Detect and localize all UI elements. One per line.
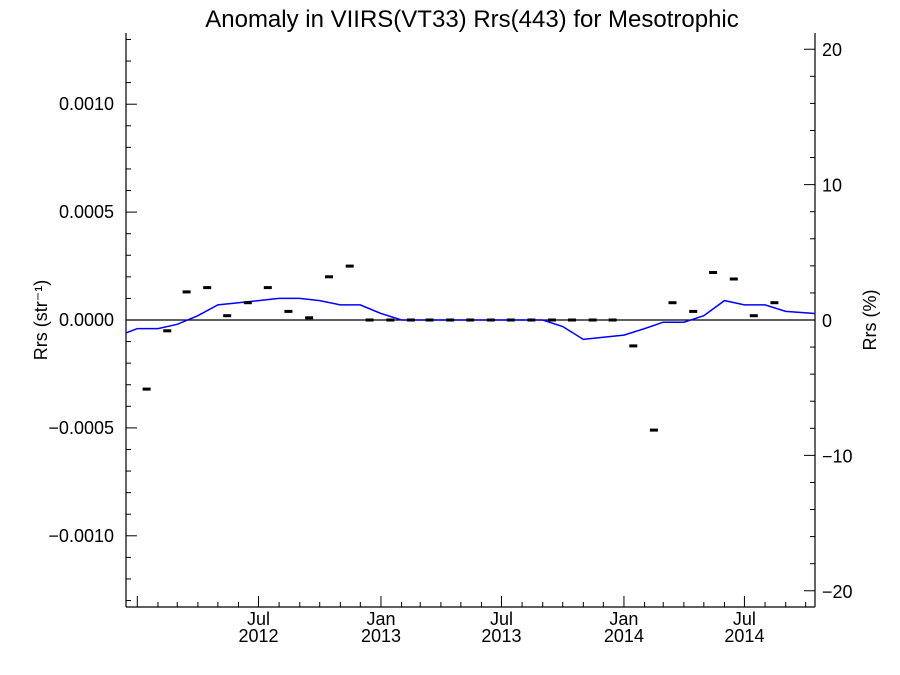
data-point (486, 318, 495, 322)
data-point (365, 318, 374, 322)
monthly-anomaly-points (142, 264, 779, 432)
data-point (142, 387, 151, 391)
data-point (770, 301, 779, 305)
data-point (446, 318, 455, 322)
trend-line (125, 297, 816, 341)
x-tick-label-month: Jul (247, 609, 270, 629)
data-point (163, 329, 172, 333)
x-tick-label-year: 2013 (481, 626, 521, 646)
data-point (668, 301, 677, 305)
data-point (223, 314, 232, 318)
data-point (425, 318, 434, 322)
chart-title: Anomaly in VIIRS(VT33) Rrs(443) for Meso… (205, 6, 739, 33)
data-point (243, 301, 252, 305)
data-point (345, 264, 354, 268)
y2-tick-label: −20 (822, 582, 853, 602)
data-point (325, 275, 333, 279)
data-point (386, 318, 395, 322)
y2-axis-label: Rrs (%) (860, 290, 880, 351)
x-tick-label-year: 2014 (724, 626, 764, 646)
y2-tick-label: −10 (822, 446, 853, 466)
y-tick-label: 0.0010 (59, 94, 114, 114)
data-point (527, 318, 536, 322)
x-tick-label-year: 2014 (604, 626, 644, 646)
data-point (506, 318, 515, 322)
x-tick-label-month: Jul (490, 609, 513, 629)
data-point (284, 309, 293, 313)
data-point (263, 286, 272, 290)
y-axis-label: Rrs (str⁻¹) (31, 280, 51, 360)
data-point (548, 318, 556, 322)
data-point (729, 277, 738, 281)
right-y-axis: 20 10 0 −10 −20 (804, 40, 853, 602)
data-point (406, 318, 415, 322)
y-tick-label: 0.0000 (59, 310, 114, 330)
y2-tick-label: 20 (822, 40, 842, 60)
data-point (568, 318, 576, 322)
data-point (709, 271, 718, 274)
data-point (203, 286, 212, 290)
data-point (629, 344, 638, 348)
y-tick-label: −0.0010 (48, 526, 114, 546)
x-tick-label-year: 2012 (238, 626, 278, 646)
left-y-axis: 0.0010 0.0005 0.0000 −0.0005 −0.0010 (48, 38, 137, 602)
data-point (588, 318, 597, 322)
data-point (689, 309, 698, 313)
x-tick-label-month: Jul (733, 609, 756, 629)
data-point (649, 428, 658, 432)
y2-tick-label: 10 (822, 176, 842, 196)
y-tick-label: 0.0005 (59, 202, 114, 222)
x-tick-label-month: Jan (366, 609, 395, 629)
data-point (182, 290, 191, 294)
data-point (608, 318, 617, 322)
x-tick-label-year: 2013 (361, 626, 401, 646)
y2-tick-label: 0 (822, 311, 832, 331)
x-tick-label-month: Jan (609, 609, 638, 629)
data-point (749, 314, 758, 318)
trend-line-series (125, 297, 816, 341)
data-point (466, 318, 475, 322)
data-point (305, 316, 314, 320)
y-tick-label: −0.0005 (48, 418, 114, 438)
